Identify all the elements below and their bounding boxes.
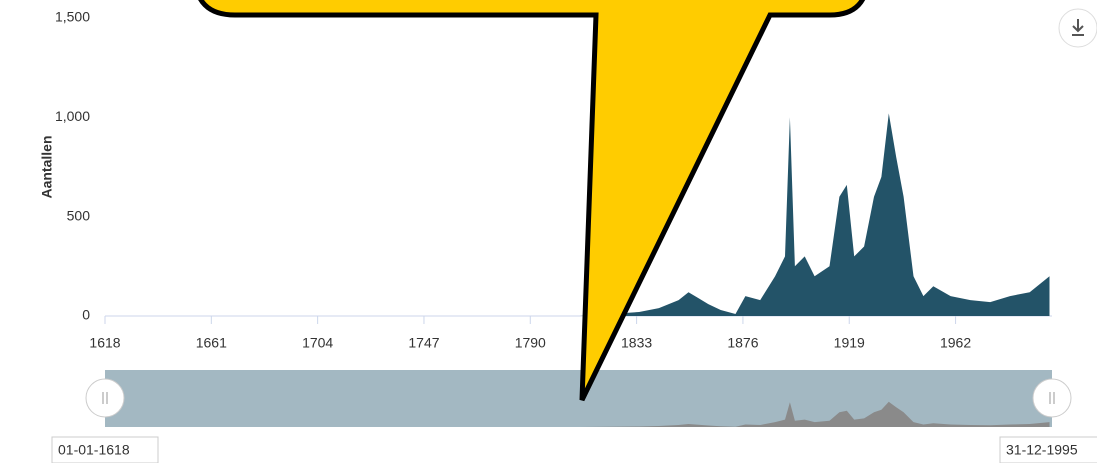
- x-tick-label: 1876: [727, 335, 758, 351]
- y-tick-label: 1,000: [55, 108, 90, 124]
- plot: 0 500 1,000 1,500 1618 1661 1704 1747 1790 1833 18…: [55, 9, 1052, 351]
- range-input-box: [51, 436, 159, 463]
- download-icon: [1072, 19, 1084, 36]
- x-tick-label: 1790: [515, 335, 546, 351]
- bubble-shape: [198, 0, 866, 402]
- y-tick-label: 1,500: [55, 9, 90, 25]
- x-tick-label: 1962: [940, 335, 971, 351]
- handle-grip: [102, 392, 108, 404]
- range-input: 31-12-1995: [1006, 442, 1078, 458]
- range-input-box: [999, 436, 1097, 463]
- x-tick-label: 1747: [408, 335, 439, 351]
- navigator-handle: [1032, 378, 1072, 418]
- y-axis-title: Aantallen: [39, 135, 55, 198]
- x-tick-label: 1704: [302, 335, 333, 351]
- x-tick-label: 1661: [196, 335, 227, 351]
- x-tick-label: 1833: [621, 335, 652, 351]
- x-tick-label: 1618: [89, 335, 120, 351]
- y-tick-label: 500: [67, 207, 91, 223]
- y-tick-label: 0: [82, 307, 90, 323]
- navigator: 01-01-1618 31-12-1995: [51, 370, 1097, 463]
- range-input: 01-01-1618: [58, 442, 130, 458]
- speech-bubble: [198, 0, 866, 402]
- x-tick-label: 1919: [834, 335, 865, 351]
- navigator-range: [105, 370, 1052, 427]
- handle-grip: [1049, 392, 1055, 404]
- navigator-handle: [85, 378, 125, 418]
